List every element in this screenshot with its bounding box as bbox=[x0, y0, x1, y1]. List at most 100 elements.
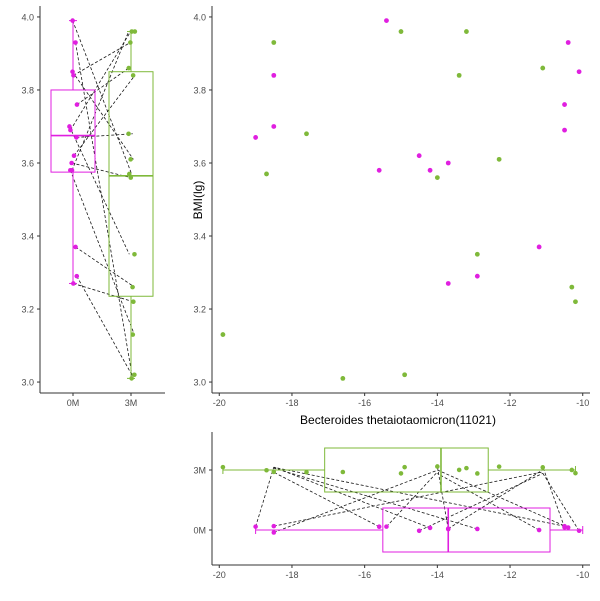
left-y-tick-label: 3.0 bbox=[21, 378, 34, 388]
bottom-x-tick-label: -12 bbox=[504, 570, 517, 580]
left-point-0m bbox=[71, 281, 76, 286]
paired-line bbox=[273, 467, 478, 530]
data-point bbox=[376, 167, 382, 173]
bottom-point-3m bbox=[435, 464, 440, 469]
left-point-3m bbox=[128, 175, 134, 180]
bottom-point-0m bbox=[376, 524, 382, 530]
left-point-0m bbox=[73, 40, 78, 45]
bottom-point-0m bbox=[271, 523, 277, 529]
main-scatter-panel: 3.0 3.2 3.4 3.6 3.8 4.0 -20 -18 -16 -14 -12 -10 Bec… bbox=[191, 6, 590, 427]
bottom-point-3m bbox=[573, 470, 578, 476]
main-y-tick-label: 3.0 bbox=[193, 378, 206, 388]
left-point-0m bbox=[69, 160, 74, 166]
left-point-3m bbox=[130, 332, 136, 337]
left-y-tick-label: 3.2 bbox=[21, 305, 34, 315]
left-paired-lines bbox=[69, 20, 136, 379]
data-point bbox=[569, 284, 575, 290]
data-point bbox=[340, 375, 346, 381]
left-point-0m bbox=[67, 124, 72, 129]
paired-line bbox=[273, 466, 431, 529]
paired-line bbox=[437, 473, 540, 531]
paired-line bbox=[75, 42, 133, 379]
data-point bbox=[427, 167, 433, 173]
main-x-tick-label: -14 bbox=[431, 398, 444, 408]
left-point-0m bbox=[68, 167, 73, 173]
bottom-point-0m bbox=[445, 526, 451, 531]
bottom-point-0m bbox=[576, 528, 582, 534]
left-point-3m bbox=[130, 73, 136, 78]
bottom-point-3m bbox=[398, 471, 404, 476]
bottom-point-3m bbox=[456, 467, 462, 473]
left-point-0m bbox=[68, 127, 73, 133]
left-point-3m bbox=[132, 251, 137, 257]
paired-line bbox=[73, 283, 134, 303]
bottom-category-label: 0M bbox=[193, 526, 206, 536]
main-points bbox=[220, 18, 582, 381]
bottom-category-label: 3M bbox=[193, 466, 206, 476]
data-point bbox=[271, 72, 277, 78]
main-y-tick-label: 3.4 bbox=[193, 232, 206, 242]
bottom-point-3m bbox=[402, 464, 407, 470]
data-point bbox=[576, 69, 582, 75]
paired-line bbox=[73, 42, 131, 76]
data-point bbox=[474, 273, 480, 279]
data-point bbox=[398, 29, 404, 34]
bottom-point-3m bbox=[220, 464, 226, 470]
data-point bbox=[416, 153, 422, 159]
data-point bbox=[536, 244, 542, 250]
paired-line bbox=[73, 75, 136, 156]
bottom-x-tick-label: -18 bbox=[285, 570, 298, 580]
main-y-tick-label: 3.8 bbox=[193, 85, 206, 95]
main-x-tick-label: -16 bbox=[358, 398, 371, 408]
paired-line bbox=[72, 20, 132, 175]
main-y-tick-label: 3.6 bbox=[193, 158, 206, 168]
data-point bbox=[540, 65, 546, 71]
data-point bbox=[474, 251, 480, 257]
bottom-x-tick-label: -10 bbox=[576, 570, 589, 580]
left-points bbox=[67, 18, 138, 381]
bottom-boxplot-panel: 0M 3M -20 -18 -16 -14 -12 -10 bbox=[193, 432, 590, 580]
paired-line bbox=[72, 71, 134, 160]
paired-line bbox=[76, 133, 133, 138]
bottom-x-tick-label: -16 bbox=[358, 570, 371, 580]
data-point bbox=[384, 18, 389, 24]
left-point-0m bbox=[70, 18, 75, 23]
data-point bbox=[402, 372, 408, 378]
left-point-0m bbox=[73, 244, 78, 250]
left-category-label: 3M bbox=[125, 398, 138, 408]
main-x-tick-label: -10 bbox=[576, 398, 589, 408]
paired-line bbox=[273, 469, 438, 533]
left-point-3m bbox=[128, 157, 133, 162]
left-point-0m bbox=[71, 73, 76, 78]
paired-line bbox=[273, 466, 565, 527]
left-point-3m bbox=[131, 299, 136, 305]
bottom-point-3m bbox=[304, 469, 309, 475]
left-point-0m bbox=[74, 135, 79, 140]
bottom-point-0m bbox=[562, 523, 567, 529]
data-point bbox=[304, 131, 309, 137]
bottom-point-3m bbox=[264, 467, 269, 473]
paired-line bbox=[75, 246, 135, 288]
left-boxes bbox=[50, 20, 154, 379]
paired-line bbox=[273, 471, 380, 528]
bottom-point-3m bbox=[475, 471, 480, 476]
bottom-point-3m bbox=[340, 469, 346, 475]
paired-line bbox=[76, 275, 133, 375]
bottom-point-0m bbox=[475, 526, 480, 532]
left-point-0m bbox=[70, 69, 75, 75]
bottom-point-3m bbox=[540, 465, 546, 470]
x-axis-label: Becteroides thetaiotaomicron(11021) bbox=[300, 413, 496, 427]
left-axes: 3.0 3.2 3.4 3.6 3.8 4.0 0M 3M bbox=[21, 6, 165, 408]
paired-line bbox=[69, 170, 135, 335]
left-y-tick-label: 4.0 bbox=[21, 12, 34, 22]
paired-line bbox=[419, 473, 543, 532]
paired-line bbox=[436, 466, 449, 530]
left-point-0m bbox=[74, 102, 80, 107]
left-point-0m bbox=[74, 273, 80, 279]
left-point-3m bbox=[130, 284, 135, 290]
data-point bbox=[562, 127, 567, 133]
bottom-point-3m bbox=[271, 469, 277, 475]
bottom-point-3m bbox=[464, 465, 469, 471]
paired-line bbox=[386, 471, 438, 527]
